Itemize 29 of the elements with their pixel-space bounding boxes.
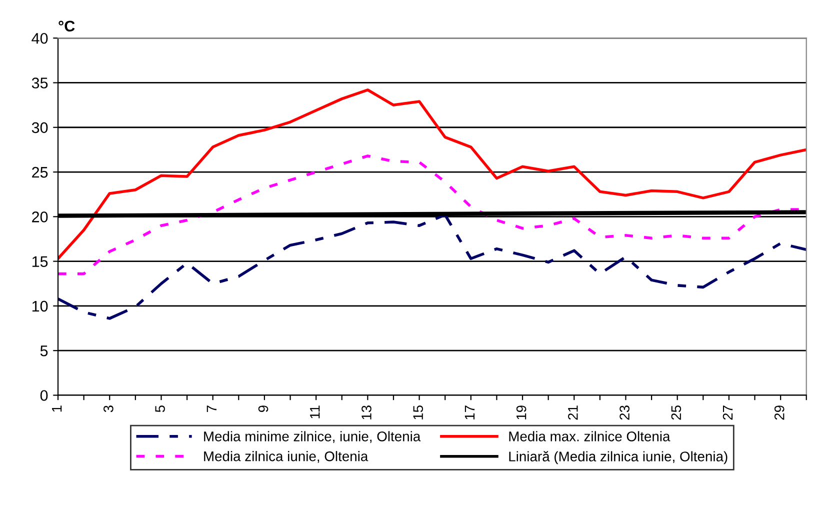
y-tick-label: 30: [32, 122, 48, 134]
x-tick-label: 3: [104, 406, 114, 412]
x-tick-label: 13: [362, 406, 372, 420]
legend-label: Liniară (Media zilnica iunie, Oltenia): [509, 451, 728, 464]
x-tick-label: 19: [516, 406, 526, 420]
x-tick-label: 1: [52, 406, 62, 412]
y-tick-label: 40: [32, 32, 48, 44]
x-tick-label: 9: [258, 406, 268, 412]
y-tick-label: 0: [40, 390, 48, 401]
x-tick-label: 25: [671, 406, 682, 420]
legend-label: Media max. zilnice Oltenia: [509, 431, 670, 442]
x-tick-label: 29: [774, 406, 784, 420]
x-tick-label: 11: [310, 406, 320, 418]
x-tick-label: 21: [568, 406, 578, 420]
x-tick-label: 17: [464, 406, 474, 420]
legend-label: Media zilnica iunie, Oltenia: [204, 451, 368, 463]
x-tick-label: 27: [722, 406, 733, 420]
x-tick-label: 15: [413, 406, 424, 420]
y-tick-label: 25: [32, 166, 48, 178]
y-axis-title: °C: [58, 20, 75, 32]
x-tick-label: 7: [206, 406, 216, 412]
y-tick-label: 15: [32, 256, 48, 267]
y-tick-label: 35: [32, 78, 48, 88]
y-tick-label: 20: [32, 212, 48, 222]
y-tick-label: 10: [32, 300, 48, 312]
legend-label: Media minime zilnice, iunie, Oltenia: [204, 431, 421, 443]
x-tick-label: 23: [620, 406, 630, 420]
x-tick-label: 5: [155, 406, 165, 412]
y-tick-label: 5: [40, 346, 48, 356]
